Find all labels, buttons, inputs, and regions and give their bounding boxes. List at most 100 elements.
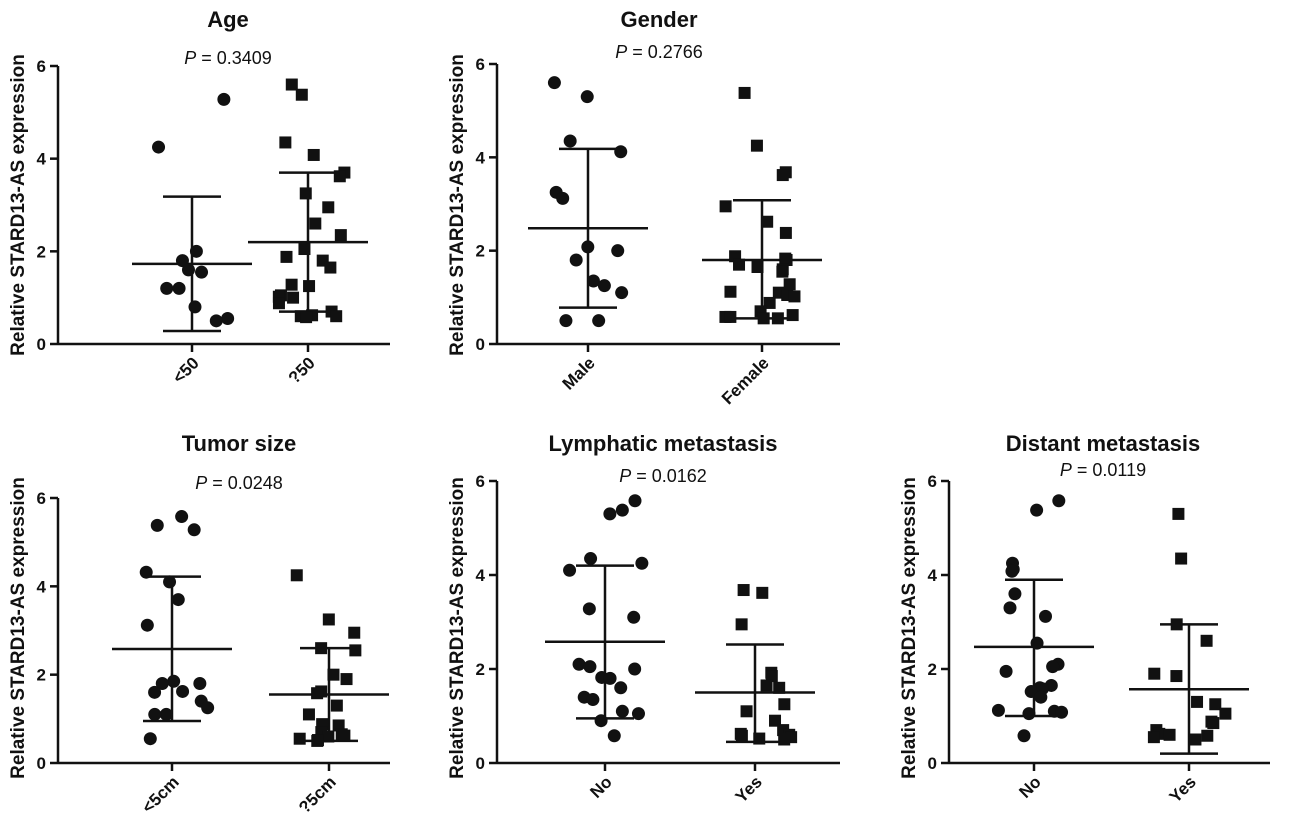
data-point-square	[737, 584, 750, 597]
data-point-square	[724, 310, 737, 323]
data-point-circle	[1030, 503, 1044, 517]
data-point-square	[324, 261, 337, 274]
p-value-label: P = 0.0162	[619, 466, 707, 486]
data-point-square	[778, 698, 791, 711]
data-point-square	[778, 733, 791, 746]
y-tick-label: 2	[37, 666, 46, 685]
data-point-square	[334, 229, 347, 242]
panel-lymphatic-metastasis: Lymphatic metastasis P = 0.0162 Relative S…	[447, 431, 840, 807]
data-point-circle	[603, 507, 617, 521]
data-point-square	[327, 668, 340, 681]
data-point-square	[348, 626, 361, 639]
y-tick-label: 4	[476, 566, 486, 585]
panel-gender: Gender P = 0.2766 Relative STARD13-AS expr…	[447, 7, 840, 408]
x-category-label: ?50	[285, 353, 319, 387]
data-point-circle	[611, 244, 625, 258]
data-point-square	[300, 311, 313, 324]
data-point-circle	[193, 677, 207, 690]
data-point-circle	[148, 707, 162, 721]
y-tick-label: 2	[476, 660, 485, 679]
x-category-label: No	[1015, 772, 1044, 801]
data-point-circle	[631, 707, 645, 721]
data-point-circle	[583, 660, 597, 674]
data-point-square	[757, 312, 770, 325]
data-point-square	[1219, 707, 1232, 720]
data-point-square	[738, 86, 751, 99]
x-category-label: <5cm	[138, 772, 183, 817]
y-tick-label: 6	[37, 489, 46, 508]
data-point-square	[303, 280, 316, 293]
p-value-label: P = 0.0119	[1060, 460, 1146, 480]
data-point-square	[315, 642, 328, 655]
data-point-square	[285, 78, 298, 91]
data-point-circle	[159, 707, 173, 721]
p-value-prefix: P	[195, 473, 207, 493]
data-point-circle	[563, 134, 577, 148]
data-point-circle	[1034, 690, 1048, 704]
x-category-label: ?5cm	[295, 772, 340, 817]
data-point-circle	[160, 281, 174, 295]
data-point-square	[773, 681, 786, 694]
data-point-square	[349, 644, 362, 657]
data-point-circle	[217, 92, 231, 106]
chart-title: Age	[207, 7, 249, 32]
data-point-circle	[139, 565, 153, 579]
data-point-circle	[547, 76, 561, 90]
data-point-circle	[1039, 609, 1053, 623]
data-point-square	[763, 296, 776, 309]
y-tick-label: 6	[476, 472, 485, 491]
data-point-square	[279, 136, 292, 149]
data-point-circle	[592, 314, 606, 328]
chart-title: Tumor size	[182, 431, 297, 456]
p-value-prefix: P	[184, 48, 196, 68]
data-point-square	[293, 732, 306, 745]
data-point-square	[724, 285, 737, 298]
data-point-square	[1209, 698, 1222, 711]
data-point-square	[322, 201, 335, 214]
data-point-square	[309, 217, 322, 230]
data-point-circle	[1008, 587, 1022, 601]
p-value-number: = 0.0119	[1072, 460, 1146, 480]
p-value-label: P = 0.2766	[615, 42, 703, 62]
data-point-square	[1163, 728, 1176, 741]
data-point-circle	[181, 263, 195, 277]
data-point-square	[338, 729, 351, 742]
y-tick-label: 6	[476, 55, 485, 74]
y-tick-label: 0	[37, 754, 46, 773]
x-category-label: <50	[169, 353, 203, 387]
y-tick-label: 0	[476, 335, 485, 354]
y-axis-label: Relative STARD13-AS expression	[8, 477, 29, 779]
data-point-circle	[187, 523, 201, 537]
data-point-square	[295, 88, 308, 101]
data-point-circle	[150, 518, 164, 532]
data-point-circle	[1022, 707, 1036, 721]
data-point-square	[1175, 552, 1188, 565]
data-point-square	[788, 290, 801, 303]
y-tick-label: 0	[37, 335, 46, 354]
data-point-square	[750, 139, 763, 152]
y-axis-label: Relative STARD13-AS expression	[447, 477, 468, 779]
data-point-square	[1170, 670, 1183, 683]
data-point-circle	[1024, 685, 1038, 699]
data-point-square	[751, 261, 764, 273]
data-point-circle	[1046, 660, 1060, 674]
y-tick-label: 6	[928, 472, 937, 491]
p-value-prefix: P	[615, 42, 627, 62]
data-point-circle	[582, 602, 596, 616]
data-point-square	[733, 258, 746, 271]
data-point-circle	[628, 494, 642, 508]
data-point-square	[272, 297, 285, 310]
y-tick-label: 2	[476, 242, 485, 261]
p-value-label: P = 0.0248	[195, 473, 283, 493]
y-tick-label: 4	[37, 577, 47, 596]
data-point-circle	[614, 145, 628, 159]
y-tick-label: 2	[37, 242, 46, 261]
data-point-circle	[563, 563, 577, 577]
data-point-square	[1207, 717, 1220, 730]
data-point-square	[311, 734, 324, 747]
data-point-circle	[999, 664, 1013, 678]
data-point-square	[285, 278, 298, 291]
data-point-square	[760, 679, 773, 692]
y-tick-label: 0	[928, 754, 937, 773]
x-category-label: Male	[559, 353, 599, 393]
